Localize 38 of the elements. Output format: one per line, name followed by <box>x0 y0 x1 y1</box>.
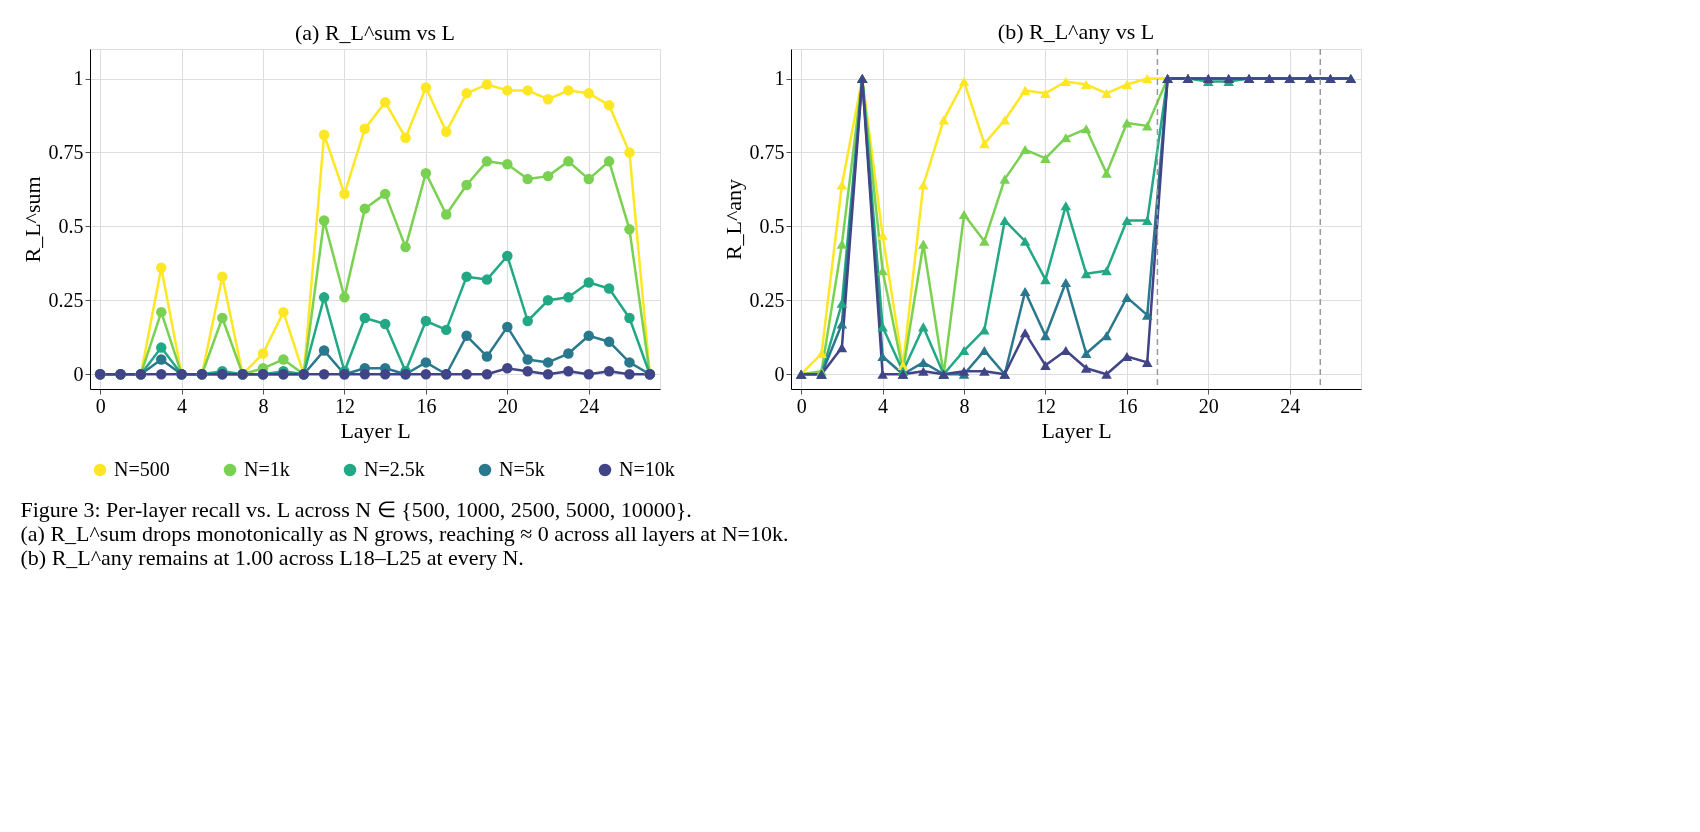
legend-label: N=500 <box>114 458 170 480</box>
y-axis-title: R_L^sum <box>19 176 45 263</box>
y-axis-title: R_L^any <box>720 178 746 261</box>
x-tick-label: 8 <box>959 394 970 417</box>
y-tick-label: 0.5 <box>759 214 785 237</box>
text: (b) R_L^any remains at 1.00 across L18–L25 at every N. <box>20 545 524 570</box>
y-tick-label: 0.75 <box>749 140 785 163</box>
caption: Figure 3: Per-layer recall vs. L across N ∈ {500, 1000, 2500, 5000, 10000}. <box>20 497 692 522</box>
chart-title: (b) R_L^any vs L <box>997 19 1155 45</box>
legend-label: N=10k <box>619 458 675 480</box>
x-tick-label: 24 <box>579 394 600 417</box>
y-tick-label: 0.75 <box>48 140 84 163</box>
x-tick-label: 0 <box>796 394 807 417</box>
x-tick-label: 0 <box>95 394 106 417</box>
y-tick-label: 0.5 <box>58 214 84 237</box>
x-tick-label: 12 <box>334 394 355 417</box>
x-tick-label: 8 <box>258 394 269 417</box>
chart-title: (a) R_L^sum vs L <box>294 20 456 45</box>
x-tick-label: 20 <box>1198 394 1219 417</box>
x-axis-title: Layer L <box>340 417 411 443</box>
x-tick-label: 24 <box>1280 394 1301 417</box>
y-tick-label: 0 <box>774 362 785 385</box>
x-axis-title: Layer L <box>1041 417 1112 443</box>
y-tick-label: 1 <box>774 67 785 90</box>
y-tick-label: 0.25 <box>749 288 785 311</box>
y-tick-label: 0 <box>73 362 84 385</box>
x-tick-label: 12 <box>1035 394 1056 417</box>
y-tick-label: 0.25 <box>48 288 84 311</box>
x-tick-label: 20 <box>497 394 518 417</box>
text: (a) R_L^sum drops monotonically as N grows, reaching ≈ 0 across all layers at N=10k. <box>20 521 789 546</box>
y-tick-label: 1 <box>73 67 84 90</box>
legend-label: N=5k <box>499 458 545 480</box>
x-tick-label: 16 <box>416 394 437 417</box>
legend-label: N=2.5k <box>364 458 425 480</box>
x-tick-label: 4 <box>878 394 889 417</box>
x-tick-label: 16 <box>1117 394 1138 417</box>
legend-label: N=1k <box>244 458 290 480</box>
x-tick-label: 4 <box>177 394 188 417</box>
